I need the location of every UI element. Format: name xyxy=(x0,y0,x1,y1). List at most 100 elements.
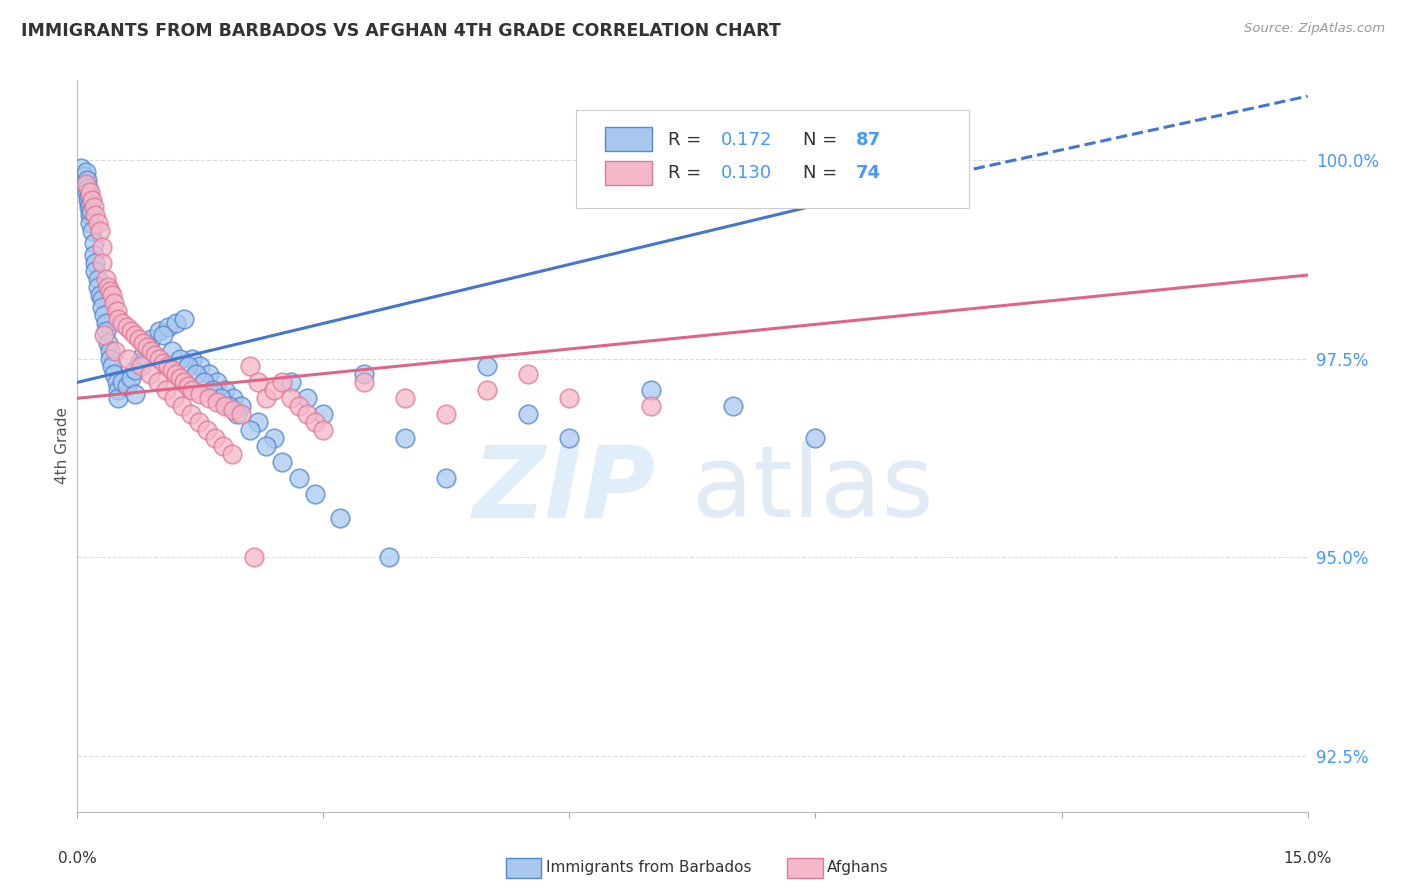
Point xyxy=(148,351,170,366)
Text: 74: 74 xyxy=(856,164,882,182)
Point xyxy=(288,471,311,485)
Point xyxy=(83,248,105,262)
Point xyxy=(239,423,262,437)
Point xyxy=(394,431,416,445)
Point xyxy=(77,188,100,202)
Point xyxy=(75,177,97,191)
Point xyxy=(226,407,249,421)
Point xyxy=(90,300,114,314)
Point xyxy=(89,224,111,238)
Point xyxy=(188,387,212,401)
Text: atlas: atlas xyxy=(693,442,934,539)
Text: Immigrants from Barbados: Immigrants from Barbados xyxy=(546,860,751,874)
Point xyxy=(93,327,115,342)
Point xyxy=(131,359,153,374)
Point xyxy=(477,359,499,374)
Point xyxy=(76,172,98,186)
Point xyxy=(117,351,139,366)
Point xyxy=(187,415,209,429)
Bar xyxy=(605,127,652,152)
Point xyxy=(186,368,208,382)
Point xyxy=(104,343,127,358)
Point xyxy=(288,399,311,413)
Point xyxy=(128,355,150,369)
Point xyxy=(173,311,195,326)
Point xyxy=(84,256,107,270)
Point xyxy=(152,355,174,369)
Point xyxy=(378,550,401,565)
Point xyxy=(94,272,117,286)
Point xyxy=(77,201,100,215)
Point xyxy=(82,193,104,207)
Point xyxy=(477,384,499,398)
Point xyxy=(558,392,581,406)
Text: R =: R = xyxy=(668,164,707,182)
Point xyxy=(804,431,827,445)
Point xyxy=(128,332,150,346)
Point xyxy=(201,384,224,398)
Point xyxy=(138,368,160,382)
Text: ZIP: ZIP xyxy=(472,442,655,539)
Point xyxy=(312,407,335,421)
Point xyxy=(195,423,218,437)
Point xyxy=(87,216,110,230)
Point xyxy=(165,316,187,330)
Point xyxy=(76,185,98,199)
Point xyxy=(304,486,326,500)
Point xyxy=(83,236,105,251)
Point xyxy=(124,327,146,342)
Point xyxy=(90,240,114,254)
Point xyxy=(177,379,200,393)
Point xyxy=(101,359,124,374)
Point xyxy=(97,280,120,294)
Point xyxy=(263,384,285,398)
Point xyxy=(82,224,104,238)
Point xyxy=(239,359,262,374)
Point xyxy=(141,332,163,346)
Point xyxy=(156,359,179,374)
Point xyxy=(156,319,179,334)
Point xyxy=(165,368,187,382)
Point xyxy=(173,376,195,390)
Point xyxy=(517,368,540,382)
Point xyxy=(304,415,326,429)
Point xyxy=(353,376,375,390)
Point xyxy=(169,351,191,366)
Point xyxy=(263,431,285,445)
Point xyxy=(160,363,183,377)
Point xyxy=(180,407,202,421)
Text: 15.0%: 15.0% xyxy=(1284,852,1331,866)
Point xyxy=(111,376,134,390)
Point xyxy=(436,407,458,421)
Point xyxy=(93,308,115,322)
Point xyxy=(79,185,101,199)
Point xyxy=(98,343,121,358)
Point xyxy=(242,550,264,565)
Point xyxy=(231,399,253,413)
Point xyxy=(79,196,101,211)
Point xyxy=(124,363,146,377)
Point xyxy=(101,288,124,302)
Point xyxy=(97,335,120,350)
Point xyxy=(160,343,183,358)
Point xyxy=(107,384,129,398)
Point xyxy=(132,335,155,350)
Point xyxy=(222,392,245,406)
Text: 0.130: 0.130 xyxy=(721,164,772,182)
Point xyxy=(214,399,236,413)
Text: IMMIGRANTS FROM BARBADOS VS AFGHAN 4TH GRADE CORRELATION CHART: IMMIGRANTS FROM BARBADOS VS AFGHAN 4TH G… xyxy=(21,22,780,40)
Point xyxy=(163,392,186,406)
Point xyxy=(107,392,129,406)
Point xyxy=(177,359,200,374)
Point xyxy=(75,165,97,179)
Point xyxy=(181,351,204,366)
Point xyxy=(246,376,269,390)
Point xyxy=(73,169,96,183)
Point xyxy=(77,180,100,194)
Point xyxy=(120,371,142,385)
Point xyxy=(214,384,236,398)
Point xyxy=(221,447,243,461)
Point xyxy=(111,316,134,330)
Point xyxy=(517,407,540,421)
Point xyxy=(105,376,128,390)
